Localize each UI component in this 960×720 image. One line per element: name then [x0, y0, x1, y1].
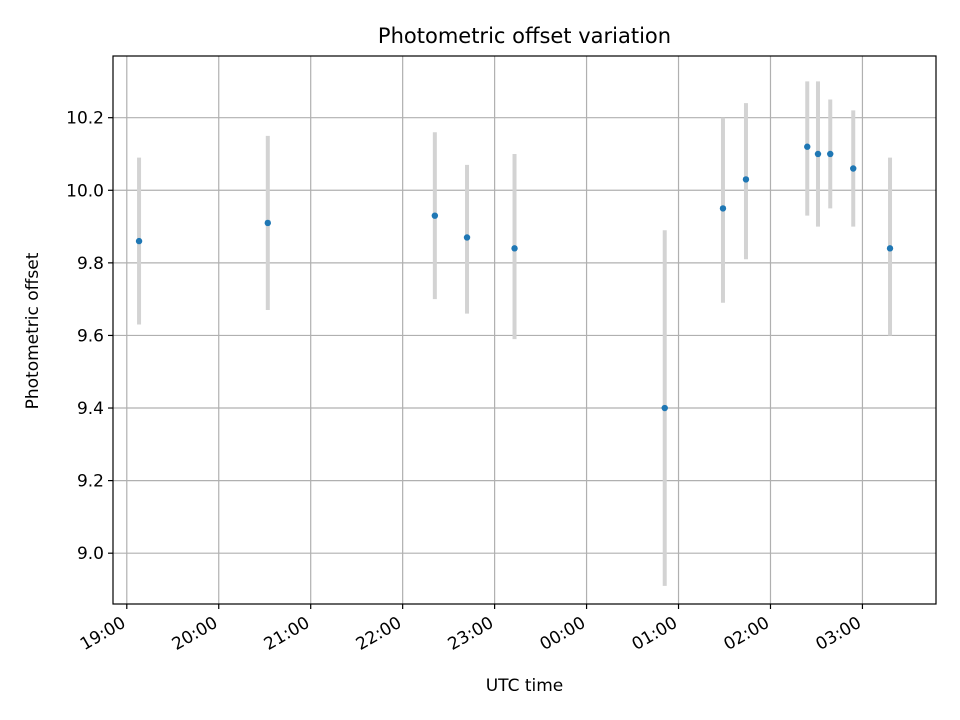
- data-point: [719, 205, 727, 212]
- plot-frame: [112, 55, 937, 605]
- data-point: [827, 150, 834, 158]
- y-axis-title: Photometric offset: [23, 252, 43, 409]
- grid-lines: [113, 56, 936, 604]
- data-point: [463, 234, 471, 241]
- y-tick-label: 9.2: [77, 472, 104, 492]
- data-point: [742, 176, 750, 183]
- x-axis-title: UTC time: [486, 676, 564, 696]
- data-point: [814, 150, 822, 158]
- data-point: [850, 165, 857, 172]
- data-point: [804, 143, 811, 150]
- y-tick-label: 9.4: [77, 399, 104, 419]
- data-point: [511, 245, 518, 252]
- data-point: [886, 245, 894, 252]
- data-point: [264, 219, 271, 227]
- data-point: [431, 212, 439, 219]
- y-tick-label: 9.8: [77, 254, 104, 274]
- data-point: [661, 404, 668, 412]
- y-tick-label: 10.2: [66, 109, 104, 129]
- y-tick-label: 9.6: [77, 326, 104, 346]
- data-point: [135, 237, 143, 245]
- y-tick-label: 10.0: [66, 181, 104, 201]
- y-tick-label: 9.0: [77, 544, 104, 564]
- data-points: [135, 143, 894, 412]
- y-axis-ticks: 9.0 9.2 9.4 9.6 9.8 10.0 10.2: [66, 109, 113, 564]
- chart-title: Photometric offset variation: [378, 24, 671, 48]
